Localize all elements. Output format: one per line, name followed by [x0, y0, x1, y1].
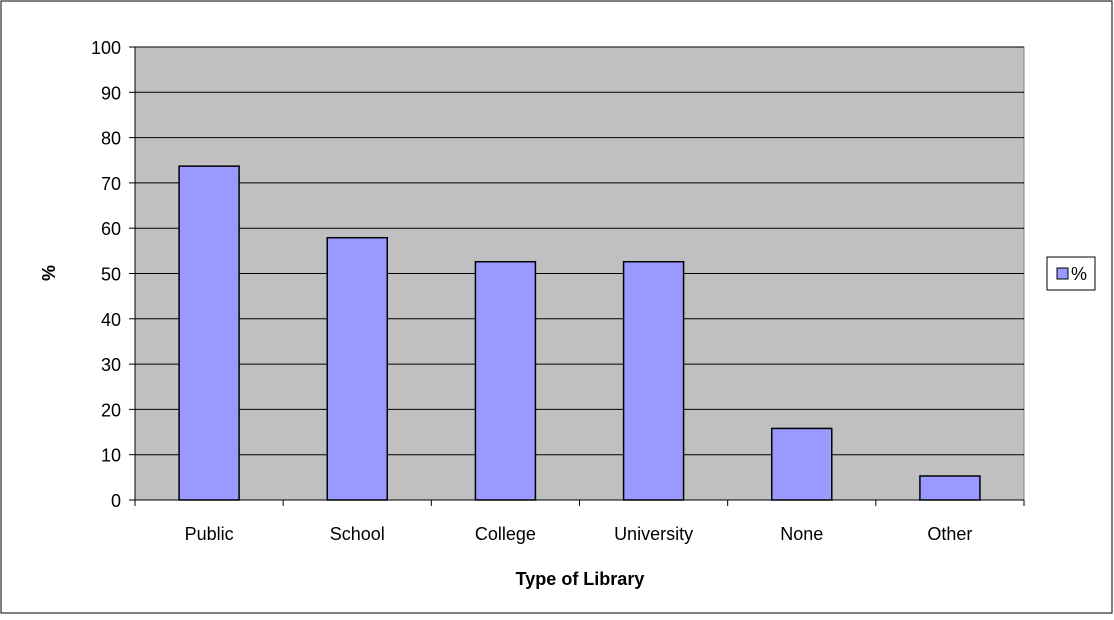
gridlines — [135, 46, 1024, 456]
legend-swatch — [1056, 267, 1069, 280]
y-tick-label: 10 — [101, 446, 121, 466]
bar-university — [622, 260, 685, 501]
bar-other — [919, 475, 981, 501]
y-tick-labels: 0 10 20 30 40 50 60 70 80 90 100 — [91, 38, 121, 511]
bar-school — [326, 236, 388, 501]
y-tick-label: 20 — [101, 400, 121, 420]
x-tick-label: College — [475, 524, 536, 544]
legend-label: % — [1071, 264, 1087, 284]
y-tick-label: 100 — [91, 38, 121, 58]
axes — [129, 46, 1025, 506]
y-tick-label: 40 — [101, 310, 121, 330]
bar-college — [474, 260, 537, 501]
y-tick-label: 0 — [111, 491, 121, 511]
x-tick-label: School — [330, 524, 385, 544]
x-tick-labels: Public School College University None Other — [185, 524, 973, 544]
bar-public — [178, 165, 240, 501]
legend: % — [1046, 256, 1096, 291]
x-tick-label: Other — [927, 524, 972, 544]
y-tick-label: 30 — [101, 355, 121, 375]
y-tick-label: 90 — [101, 83, 121, 103]
y-tick-label: 70 — [101, 174, 121, 194]
y-tick-label: 80 — [101, 129, 121, 149]
x-tick-label: None — [780, 524, 823, 544]
bar-none — [771, 427, 833, 501]
y-tick-label: 50 — [101, 265, 121, 285]
y-tick-label: 60 — [101, 219, 121, 239]
x-tick-label: University — [614, 524, 693, 544]
legend-box — [1046, 256, 1096, 291]
x-tick-label: Public — [185, 524, 234, 544]
x-axis-title: Type of Library — [516, 569, 645, 589]
y-axis-title: % — [39, 265, 59, 281]
